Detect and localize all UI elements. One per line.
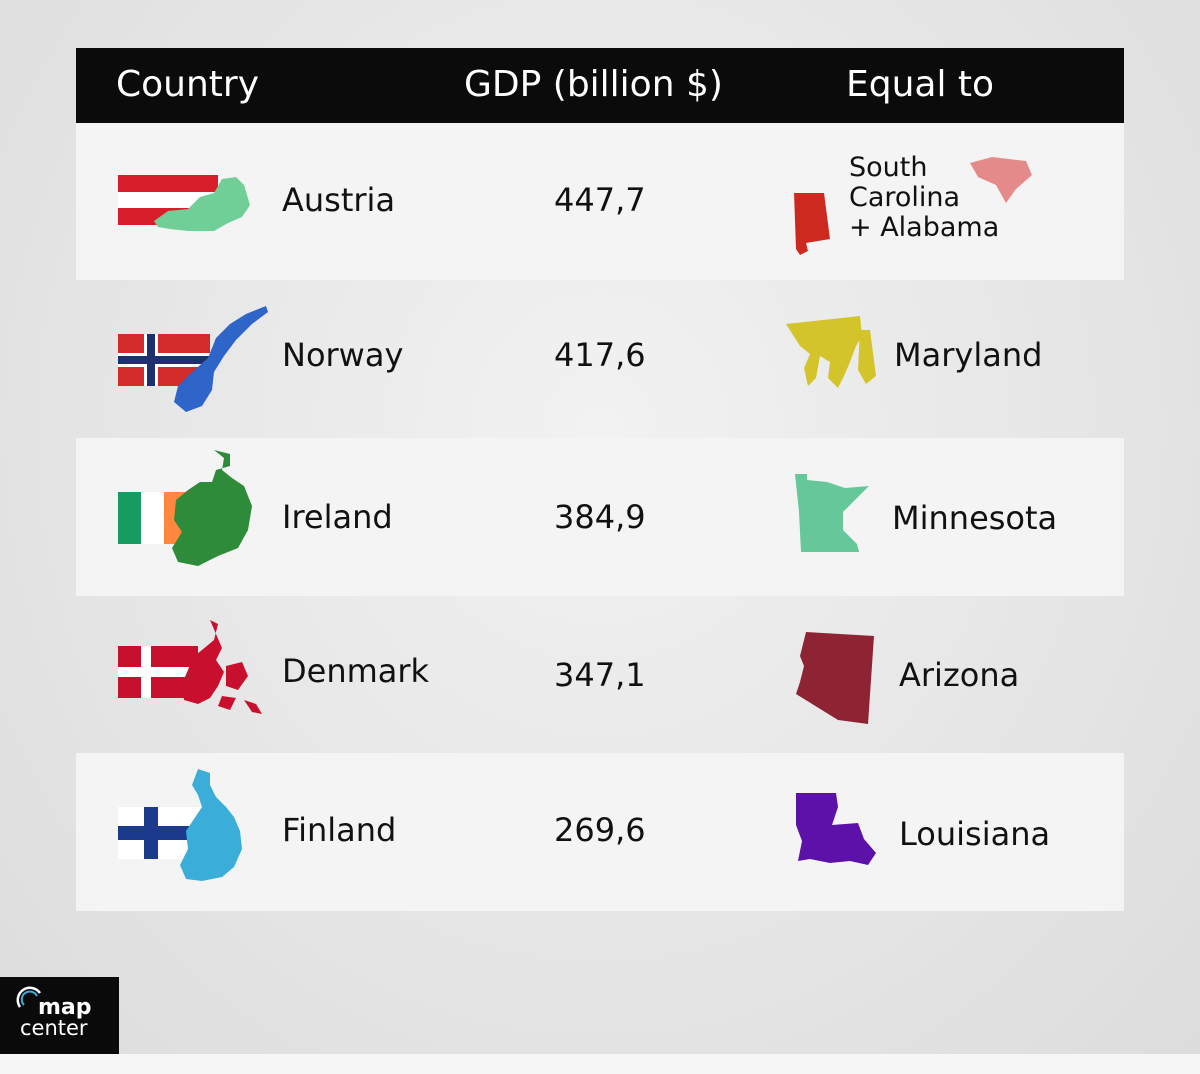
austria-flag-map-icon — [118, 171, 253, 236]
equal-to-states: South Carolina + Alabama — [849, 153, 999, 243]
arizona-map-icon — [794, 630, 876, 726]
equal-to-state: Louisiana — [899, 815, 1051, 853]
finland-flag-map-icon — [118, 767, 248, 887]
country-name: Austria — [282, 181, 396, 219]
table-row: Austria 447,7 South Carolina + Alabama — [76, 123, 1124, 280]
norway-flag-map-icon — [118, 304, 273, 414]
alabama-map-icon — [792, 191, 834, 257]
ireland-flag-map-icon — [118, 448, 258, 570]
table-row: Ireland 384,9 Minnesota — [76, 438, 1124, 596]
gdp-value: 384,9 — [554, 498, 646, 536]
table-header: Country GDP (billion $) Equal to — [76, 48, 1124, 123]
header-gdp: GDP (billion $) — [464, 64, 723, 105]
gdp-value: 269,6 — [554, 811, 646, 849]
table-row: Norway 417,6 Maryland — [76, 280, 1124, 438]
logo-text-map: map — [38, 995, 92, 1020]
equal-to-state: Minnesota — [892, 499, 1058, 537]
table-row: Finland 269,6 Louisiana — [76, 753, 1124, 911]
table-row: Denmark 347,1 Arizona — [76, 596, 1124, 753]
country-name: Denmark — [282, 652, 430, 690]
gdp-value: 417,6 — [554, 336, 646, 374]
map-center-logo: map center — [0, 977, 119, 1054]
gdp-value: 447,7 — [554, 181, 646, 219]
louisiana-map-icon — [792, 791, 878, 871]
maryland-map-icon — [786, 316, 878, 392]
equal-to-state: Maryland — [894, 336, 1043, 374]
denmark-flag-map-icon — [118, 618, 263, 722]
south-carolina-map-icon — [968, 155, 1034, 207]
equal-line-2: Carolina — [849, 182, 961, 213]
country-name: Norway — [282, 336, 404, 374]
bottom-strip — [0, 1054, 1200, 1074]
country-name: Ireland — [282, 498, 393, 536]
minnesota-map-icon — [793, 472, 871, 558]
equal-line-1: South — [849, 152, 928, 183]
equal-to-state: Arizona — [899, 656, 1020, 694]
logo-ring-icon — [16, 986, 42, 1008]
gdp-value: 347,1 — [554, 656, 646, 694]
header-country: Country — [116, 64, 260, 105]
gdp-comparison-table: Country GDP (billion $) Equal to Austria… — [76, 48, 1124, 911]
header-equal-to: Equal to — [846, 64, 995, 105]
logo-text-center: center — [20, 1016, 88, 1040]
country-name: Finland — [282, 811, 397, 849]
equal-line-3: + Alabama — [849, 212, 1000, 243]
